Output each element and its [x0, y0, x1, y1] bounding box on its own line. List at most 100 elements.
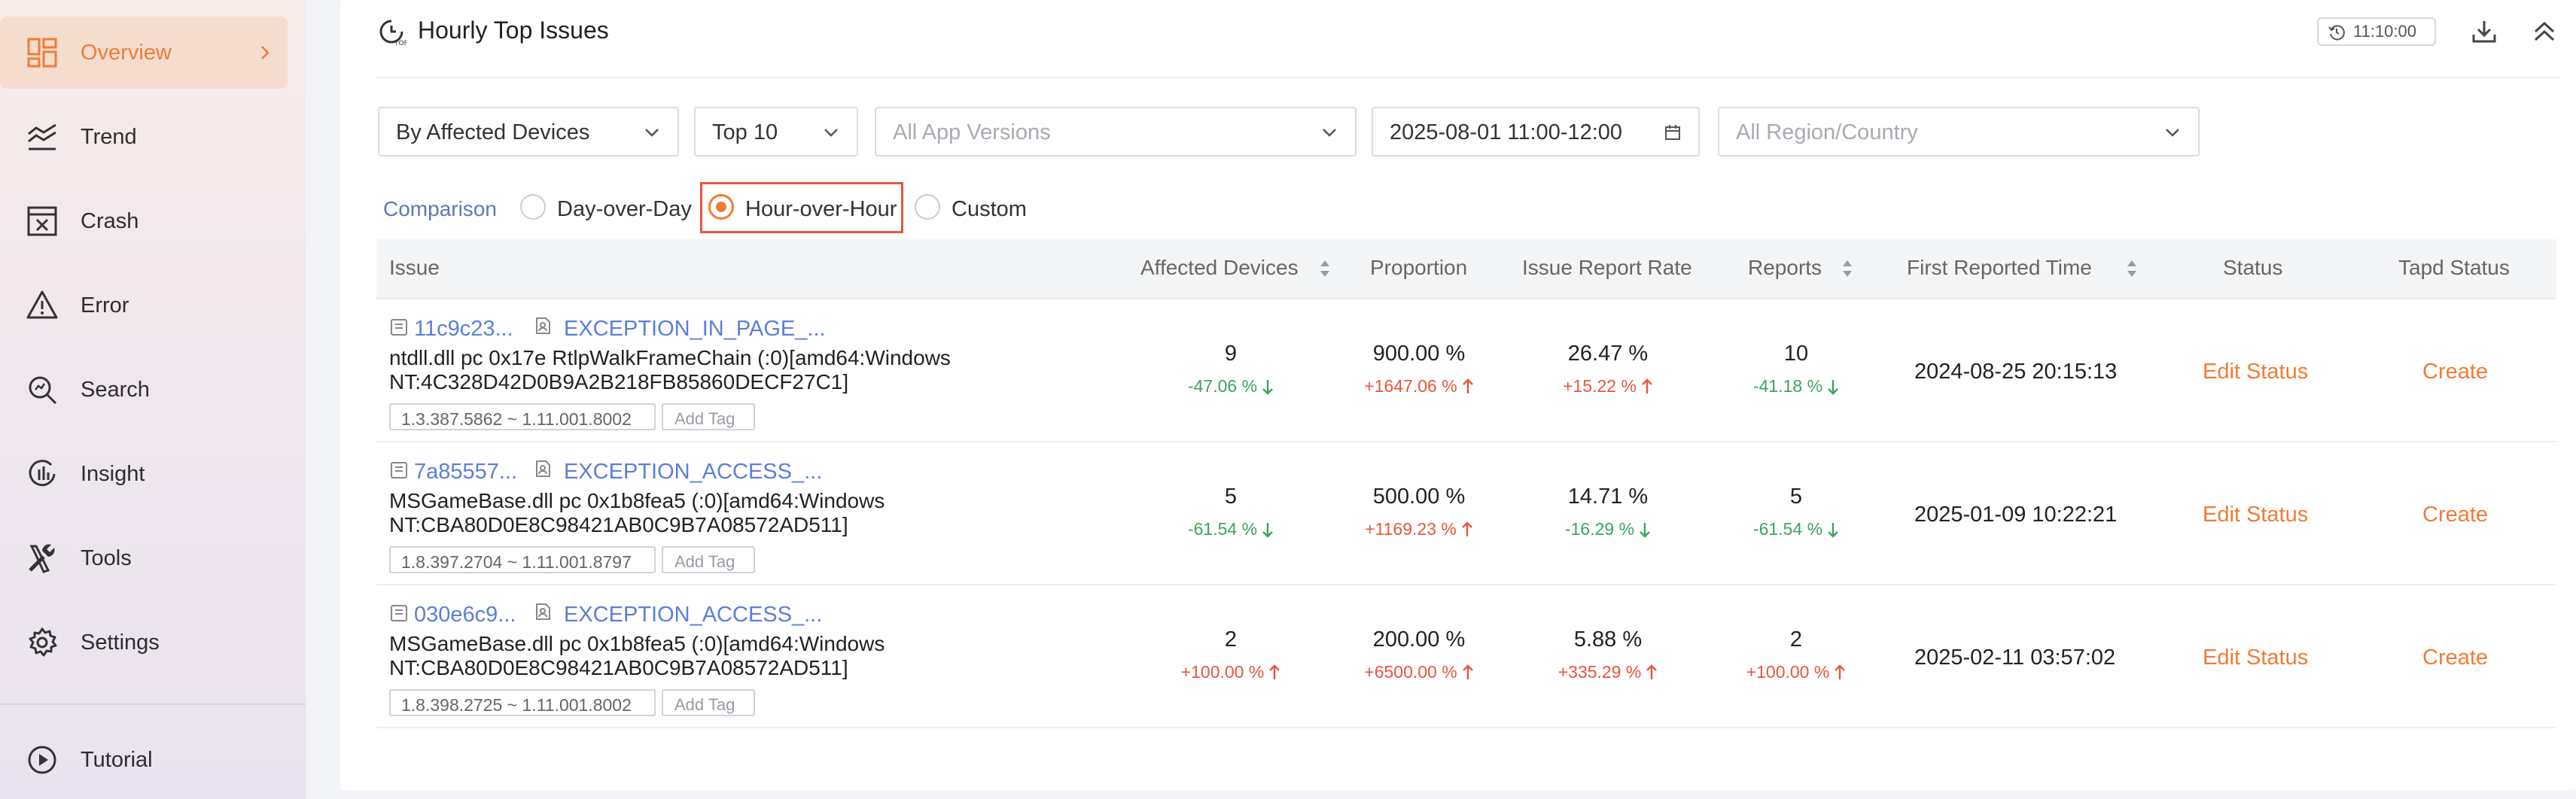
first-reported-time: 2025-02-11 03:57:02	[1914, 646, 2116, 670]
download-icon[interactable]	[2471, 18, 2498, 45]
exception-type-link[interactable]: EXCEPTION_IN_PAGE_...	[564, 317, 826, 341]
proportion-value: 500.00 %	[1372, 485, 1466, 509]
sidebar-item-label: Insight	[81, 462, 145, 486]
search-icon	[29, 376, 57, 405]
sidebar-item-tutorial[interactable]: Tutorial	[0, 724, 288, 796]
affected-devices-value: 5	[1224, 485, 1238, 509]
affected-devices-change: -47.06 %	[1133, 376, 1329, 396]
issue-report-rate-value: 26.47 %	[1567, 342, 1649, 366]
chevron-right-icon	[261, 46, 269, 59]
col-issue-report-rate: Issue Report Rate	[1522, 256, 1692, 279]
top-select[interactable]: Top 10	[694, 107, 858, 156]
sort-icon[interactable]	[1319, 256, 1331, 281]
create-tapd-link[interactable]: Create	[2422, 503, 2489, 527]
arrow-up-icon	[1646, 664, 1658, 679]
edit-status-link[interactable]: Edit Status	[2203, 646, 2309, 670]
app-versions-select[interactable]: All App Versions	[875, 107, 1357, 156]
version-range: 1.3.387.5862 ~ 1.11.001.8002	[389, 403, 656, 430]
exception-type-link[interactable]: EXCEPTION_ACCESS_...	[564, 460, 823, 484]
sidebar-item-label: Crash	[81, 209, 139, 233]
arrow-down-icon	[1262, 380, 1273, 395]
radio-day-over-day[interactable]	[520, 194, 546, 220]
sidebar-item-label: Settings	[81, 630, 160, 655]
affected-devices-value: 2	[1224, 627, 1238, 652]
create-tapd-link[interactable]: Create	[2422, 646, 2489, 670]
crash-icon	[27, 206, 57, 236]
proportion-change: +1647.06 %	[1321, 376, 1517, 396]
sidebar-item-search[interactable]: Search	[0, 354, 288, 426]
affected-devices-value: 9	[1224, 342, 1238, 366]
row-divider	[376, 584, 2556, 585]
sidebar-item-trend[interactable]: Trend	[0, 101, 288, 173]
sidebar-item-settings[interactable]: Settings	[0, 606, 288, 679]
issue-id-link[interactable]: 7a85557...	[414, 460, 518, 484]
exception-type-link[interactable]: EXCEPTION_ACCESS_...	[564, 603, 823, 627]
edit-status-link[interactable]: Edit Status	[2203, 360, 2309, 384]
highlight-box	[700, 182, 903, 233]
settings-icon	[29, 627, 57, 657]
arrow-down-icon	[1828, 380, 1838, 395]
row-divider	[376, 727, 2556, 728]
issue-report-rate-value: 5.88 %	[1573, 627, 1643, 652]
chevron-down-icon	[2166, 129, 2179, 137]
reports-value: 2	[1789, 627, 1803, 652]
sidebar-item-label: Tools	[81, 546, 132, 570]
metric-select[interactable]: By Affected Devices	[378, 107, 679, 156]
trend-icon	[28, 123, 56, 150]
issue-id-link[interactable]: 030e6c9...	[414, 603, 516, 627]
col-affected-devices[interactable]: Affected Devices	[1140, 256, 1299, 279]
arrow-down-icon	[1640, 523, 1650, 538]
overview-icon	[27, 38, 57, 68]
affected-devices-change: -61.54 %	[1133, 519, 1329, 539]
create-tapd-link[interactable]: Create	[2422, 360, 2489, 384]
collapse-icon[interactable]	[2531, 18, 2558, 45]
issue-description: ntdll.dll pc 0x17e RtlpWalkFrameChain (:…	[389, 346, 951, 393]
issue-report-rate-value: 14.71 %	[1567, 485, 1649, 509]
sidebar-item-label: Search	[81, 378, 150, 402]
row-divider	[376, 441, 2556, 442]
radio-custom[interactable]	[915, 194, 940, 220]
chevron-down-icon	[645, 129, 659, 137]
arrow-up-icon	[1642, 378, 1652, 393]
sidebar-item-label: Trend	[81, 125, 137, 149]
file-icon	[389, 460, 409, 480]
date-range-value: 2025-08-01 11:00-12:00	[1390, 120, 1623, 144]
sidebar-item-overview[interactable]: Overview	[0, 17, 288, 89]
issue-id-link[interactable]: 11c9c23...	[414, 317, 513, 341]
svg-text:TOP: TOP	[394, 40, 406, 47]
region-select[interactable]: All Region/Country	[1718, 107, 2200, 156]
add-tag-button[interactable]: Add Tag	[662, 546, 755, 573]
issue-description: MSGameBase.dll pc 0x1b8fea5 (:0)[amd64:W…	[389, 632, 885, 679]
reports-value: 5	[1789, 485, 1803, 509]
date-range-picker[interactable]: 2025-08-01 11:00-12:00	[1372, 107, 1700, 156]
issue-description: MSGameBase.dll pc 0x1b8fea5 (:0)[amd64:W…	[389, 489, 885, 536]
add-tag-button[interactable]: Add Tag	[662, 403, 755, 430]
add-tag-button[interactable]: Add Tag	[662, 689, 755, 716]
proportion-value: 900.00 %	[1372, 342, 1466, 366]
exception-icon	[533, 459, 553, 478]
sidebar-item-label: Error	[81, 293, 129, 317]
chevron-down-icon	[1323, 129, 1336, 137]
sidebar-item-crash[interactable]: Crash	[0, 185, 288, 257]
sidebar-item-label: Tutorial	[81, 748, 153, 772]
tools-icon	[29, 544, 55, 573]
sidebar-item-error[interactable]: Error	[0, 269, 288, 342]
file-icon	[389, 603, 409, 623]
insight-icon	[29, 460, 56, 487]
first-reported-time: 2025-01-09 10:22:21	[1914, 503, 2118, 527]
reports-change: +100.00 %	[1698, 662, 1894, 682]
sidebar-item-insight[interactable]: Insight	[0, 438, 288, 510]
page-title: Hourly Top Issues	[418, 17, 609, 44]
error-icon	[26, 290, 58, 319]
radio-hour-over-hour[interactable]	[708, 194, 734, 220]
col-reports[interactable]: Reports	[1748, 256, 1822, 279]
top-clock-icon: TOP	[379, 20, 406, 47]
col-first-reported-time[interactable]: First Reported Time	[1907, 256, 2092, 279]
sidebar-item-tools[interactable]: Tools	[0, 522, 288, 594]
sort-icon[interactable]	[1841, 256, 1853, 281]
sort-icon[interactable]	[2126, 256, 2138, 281]
col-proportion: Proportion	[1370, 256, 1468, 279]
arrow-up-icon	[1269, 664, 1280, 679]
time-badge[interactable]: 11:10:00	[2317, 17, 2436, 46]
edit-status-link[interactable]: Edit Status	[2203, 503, 2309, 527]
